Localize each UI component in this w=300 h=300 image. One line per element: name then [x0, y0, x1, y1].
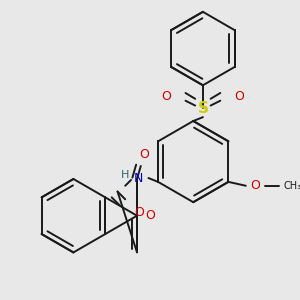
Text: O: O: [146, 209, 155, 222]
Text: O: O: [134, 206, 144, 219]
Text: S: S: [197, 101, 208, 116]
Text: O: O: [139, 148, 149, 161]
Text: O: O: [161, 90, 171, 104]
Text: O: O: [235, 90, 244, 104]
Text: H: H: [121, 170, 129, 180]
Text: N: N: [134, 172, 143, 184]
Text: CH₃: CH₃: [283, 181, 300, 191]
Text: O: O: [250, 179, 260, 192]
